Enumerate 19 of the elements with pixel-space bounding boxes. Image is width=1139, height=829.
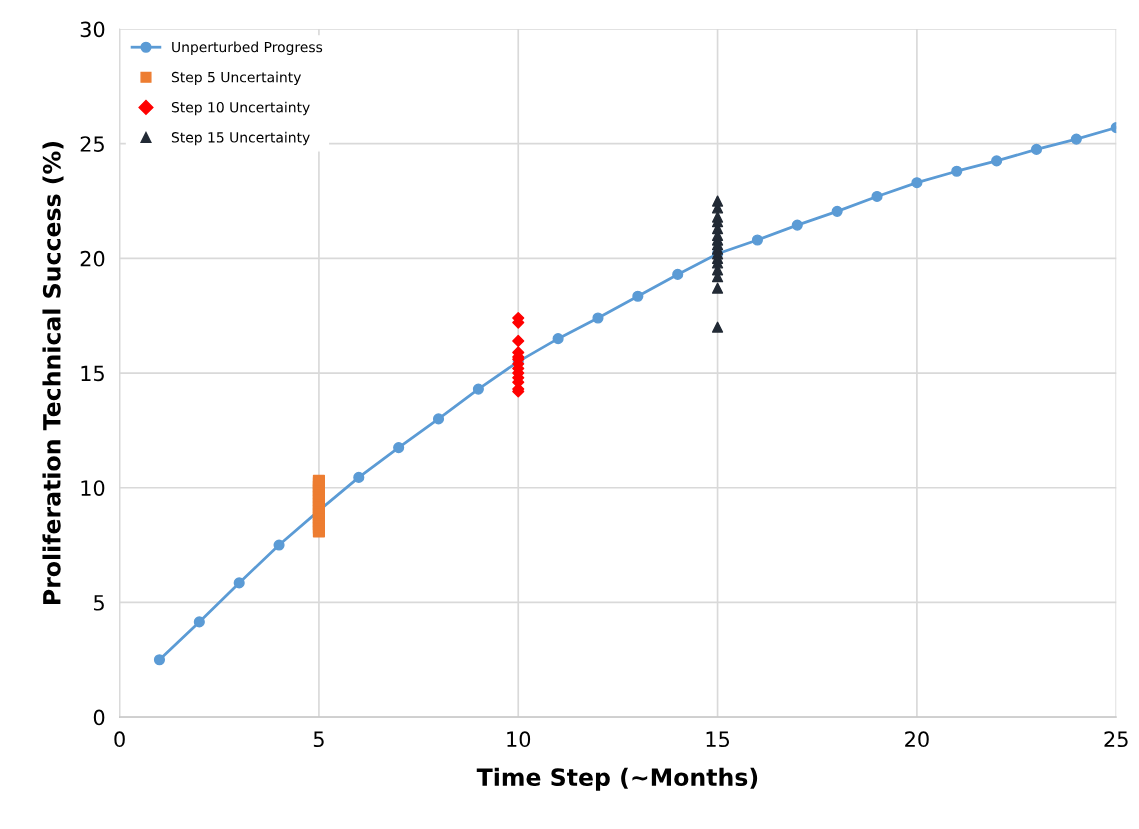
legend-label: Unperturbed Progress (172, 41, 323, 55)
legend-label: Step 10 Uncertainty (171, 101, 310, 116)
x-tick-label: 15 (706, 731, 730, 748)
x-axis-title: Time Step (~Months) (476, 767, 758, 791)
x-tick-label: 20 (905, 731, 929, 748)
y-tick-label: 15 (81, 365, 104, 382)
x-tick-label: 25 (1104, 731, 1128, 748)
x-tick-label: 0 (114, 731, 125, 748)
legend-label: Step 5 Uncertainty (171, 71, 301, 86)
x-tick-label: 10 (507, 731, 531, 748)
x-tick-label: 5 (313, 731, 324, 748)
y-axis-title: Proliferation Technical Success (%) (42, 141, 64, 604)
y-tick-label: 20 (80, 250, 105, 267)
y-tick-label: 10 (81, 480, 105, 496)
y-tick-label: 0 (93, 709, 105, 726)
y-tick-label: 25 (80, 136, 104, 152)
y-tick-label: 5 (94, 595, 104, 611)
legend-label: Step 15 Uncertainty (171, 131, 310, 146)
y-tick-label: 30 (80, 21, 105, 38)
